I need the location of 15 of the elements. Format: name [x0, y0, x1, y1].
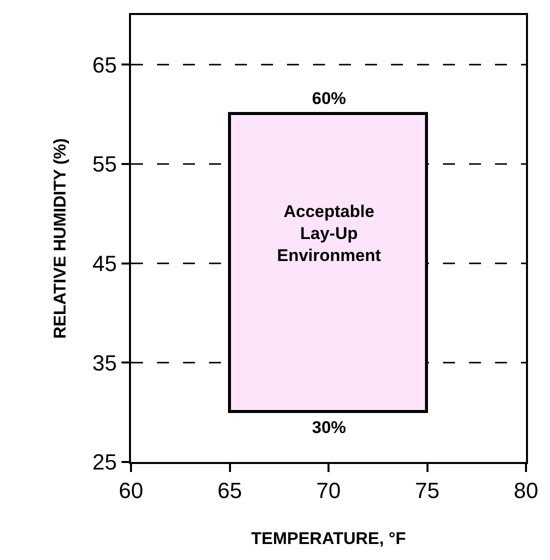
y-tick-label: 45	[92, 251, 117, 276]
annotation: 30%	[312, 418, 346, 437]
x-tick-label: 75	[415, 478, 440, 504]
annotation: Acceptable Lay-Up Environment	[277, 202, 382, 266]
y-tick-label: 55	[92, 152, 117, 177]
x-tick-label: 65	[218, 478, 242, 504]
x-tick-label: 70	[316, 478, 341, 504]
y-tick-label: 65	[92, 52, 117, 78]
y-tick-label: 25	[92, 450, 117, 475]
x-tick-label: 80	[514, 478, 538, 504]
annotation: 60%	[312, 89, 346, 108]
x-axis-title: TEMPERATURE, °F	[251, 529, 406, 548]
x-tick-label: 60	[118, 478, 144, 504]
y-tick-label: 35	[92, 350, 117, 376]
y-axis-title: RELATIVE HUMIDITY (%)	[50, 138, 70, 339]
